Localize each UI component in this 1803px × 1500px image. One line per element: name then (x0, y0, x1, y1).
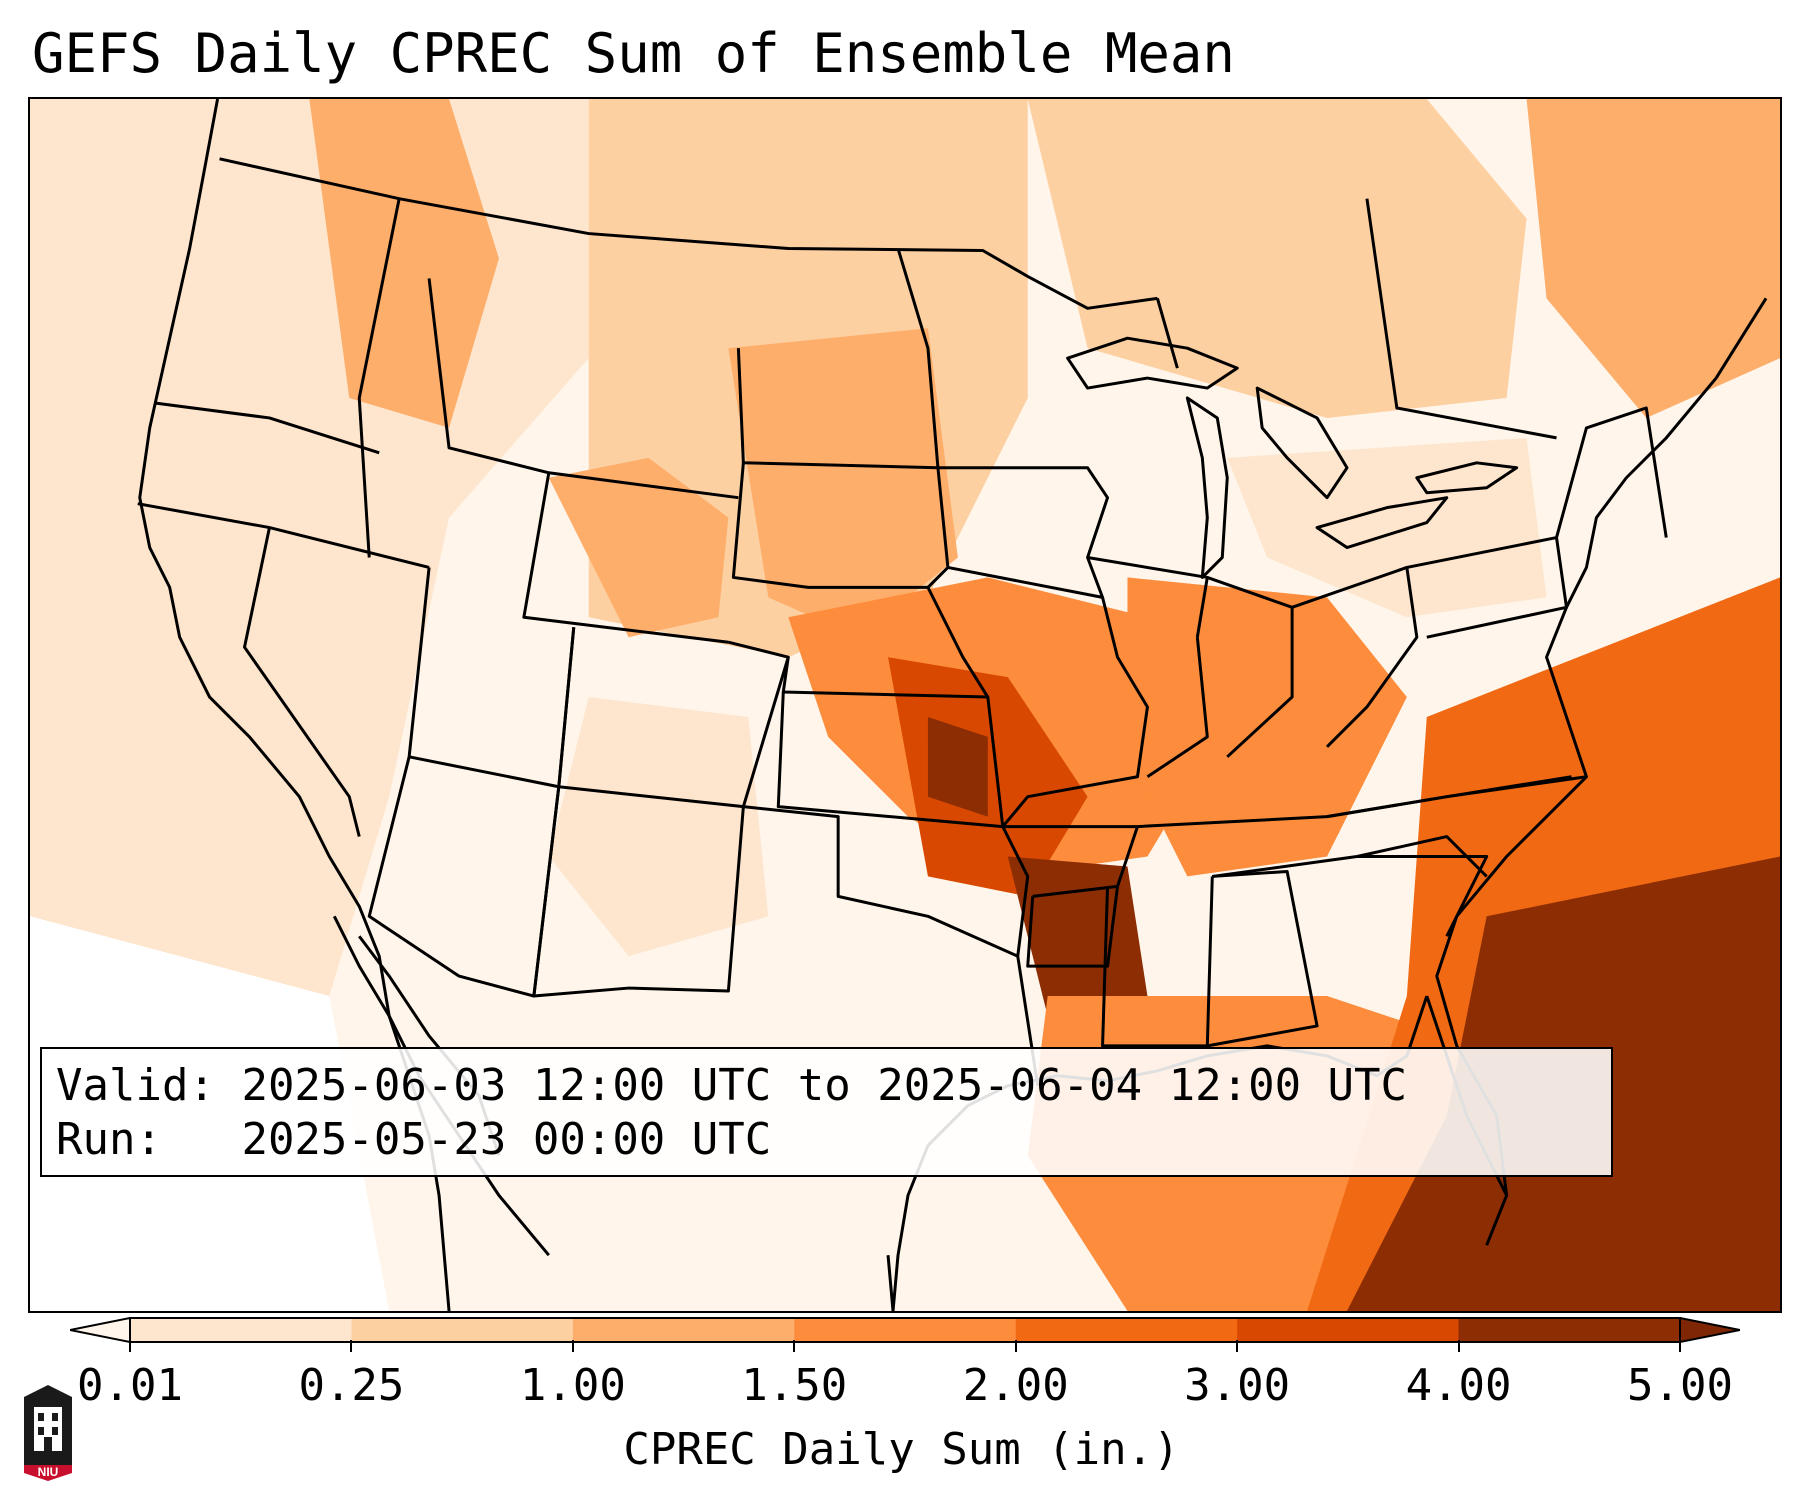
colorbar-tick (793, 1340, 796, 1352)
mo-ar-border (1002, 825, 1139, 898)
colorbar-tick-label: 5.00 (1627, 1360, 1733, 1411)
lake-huron (1255, 386, 1349, 500)
colorbar-tick (1457, 1340, 1460, 1352)
precip-ohio-valley (1127, 577, 1407, 877)
precip-southwest (548, 697, 769, 957)
colorbar-outline (129, 1317, 1681, 1343)
colorbar-segment (1015, 1318, 1238, 1342)
colorbar-segment (1458, 1318, 1681, 1342)
colorbar-over-arrow (1679, 1317, 1740, 1343)
us-canada-border (219, 157, 1158, 310)
or-ca-nv-border (137, 502, 430, 569)
ut-border (407, 567, 576, 789)
id-wy-border (522, 472, 729, 644)
colorbar-tick (129, 1340, 131, 1352)
run-label: Run: (56, 1114, 162, 1165)
valid-value: 2025-06-03 12:00 UTC to 2025-06-04 12:00… (241, 1060, 1408, 1111)
colorbar-under-arrow (70, 1317, 131, 1343)
colorbar-segment (572, 1318, 795, 1342)
il-in-border (1146, 637, 1209, 779)
wa-or-border (154, 401, 380, 455)
map-title: GEFS Daily CPREC Sum of Ensemble Mean (32, 22, 1235, 85)
id-mt-border (357, 198, 401, 558)
colorbar-tick-label: 3.00 (1184, 1360, 1291, 1411)
lake-ontario (1415, 461, 1519, 495)
precip-northeast (1526, 99, 1780, 418)
ok-tx-border (743, 805, 1030, 958)
colorbar-tick (571, 1340, 574, 1352)
colorbar (70, 1317, 1740, 1343)
az-border (367, 756, 561, 998)
valid-label: Valid: (56, 1060, 215, 1111)
sd-ne-border (731, 462, 950, 589)
run-row: Run: 2025-05-23 00:00 UTC (56, 1113, 1611, 1167)
precip-max-ok (927, 716, 988, 817)
lake-erie (1315, 496, 1449, 550)
colorbar-tick-label: 4.00 (1405, 1360, 1512, 1411)
precip-great-lakes (1027, 99, 1527, 418)
lake-superior (1066, 336, 1239, 390)
al-ga-border (1207, 869, 1319, 1048)
colorbar-segment (1237, 1318, 1460, 1342)
colorbar-tick-label: 2.00 (962, 1360, 1069, 1411)
in-oh-border (1206, 576, 1294, 758)
ms-al-border (1101, 876, 1214, 1048)
pa-ny-border (1406, 536, 1568, 639)
colorbar-segment (351, 1318, 574, 1342)
colorbar-segment (130, 1318, 352, 1342)
nm-border (532, 786, 745, 998)
sc-ga-border (1356, 855, 1489, 937)
svg-text:NIU: NIU (38, 1465, 59, 1479)
ar-la-ms-border (1026, 886, 1119, 968)
colorbar-tick (1679, 1340, 1681, 1352)
precip-rockies (309, 99, 499, 428)
lake-michigan (1185, 396, 1229, 579)
run-value: 2025-05-23 00:00 UTC (241, 1114, 772, 1165)
colorbar-segment (794, 1318, 1017, 1342)
colorbar-tick-label: 1.50 (741, 1360, 848, 1411)
ca-nv-border (243, 527, 361, 837)
precip-wyoming (548, 457, 729, 638)
colorbar-tick-label: 0.01 (77, 1360, 183, 1411)
new-england-border (1555, 406, 1668, 538)
state-boundaries (137, 99, 1768, 1311)
mexico-gulf-coastline (886, 1255, 895, 1311)
colorbar-tick (1236, 1340, 1239, 1352)
mt-wy-border (427, 278, 739, 500)
ca-mn-border (1155, 297, 1179, 369)
colorbar-tick (1014, 1340, 1017, 1352)
niu-logo: NIU (24, 1385, 72, 1481)
precip-mid-atlantic (1227, 437, 1547, 618)
canada-quebec-border (1365, 198, 1557, 440)
valid-time-box: Valid: 2025-06-03 12:00 UTC to 2025-06-0… (40, 1047, 1613, 1177)
mn-ia-border (937, 466, 1110, 598)
ia-mo-border (947, 565, 1149, 828)
colorbar-tick-label: 0.25 (298, 1360, 405, 1411)
precip-dakotas (728, 328, 958, 638)
colorbar-tick-label: 1.00 (519, 1360, 626, 1411)
colorbar-label: CPREC Daily Sum (in.) (623, 1424, 1180, 1475)
colorbar-tick (350, 1340, 353, 1352)
valid-row: Valid: 2025-06-03 12:00 UTC to 2025-06-0… (56, 1059, 1611, 1113)
va-nc-border (1326, 775, 1572, 819)
oh-pa-wv-border (1291, 565, 1419, 748)
ks-ok-border (776, 691, 1005, 829)
